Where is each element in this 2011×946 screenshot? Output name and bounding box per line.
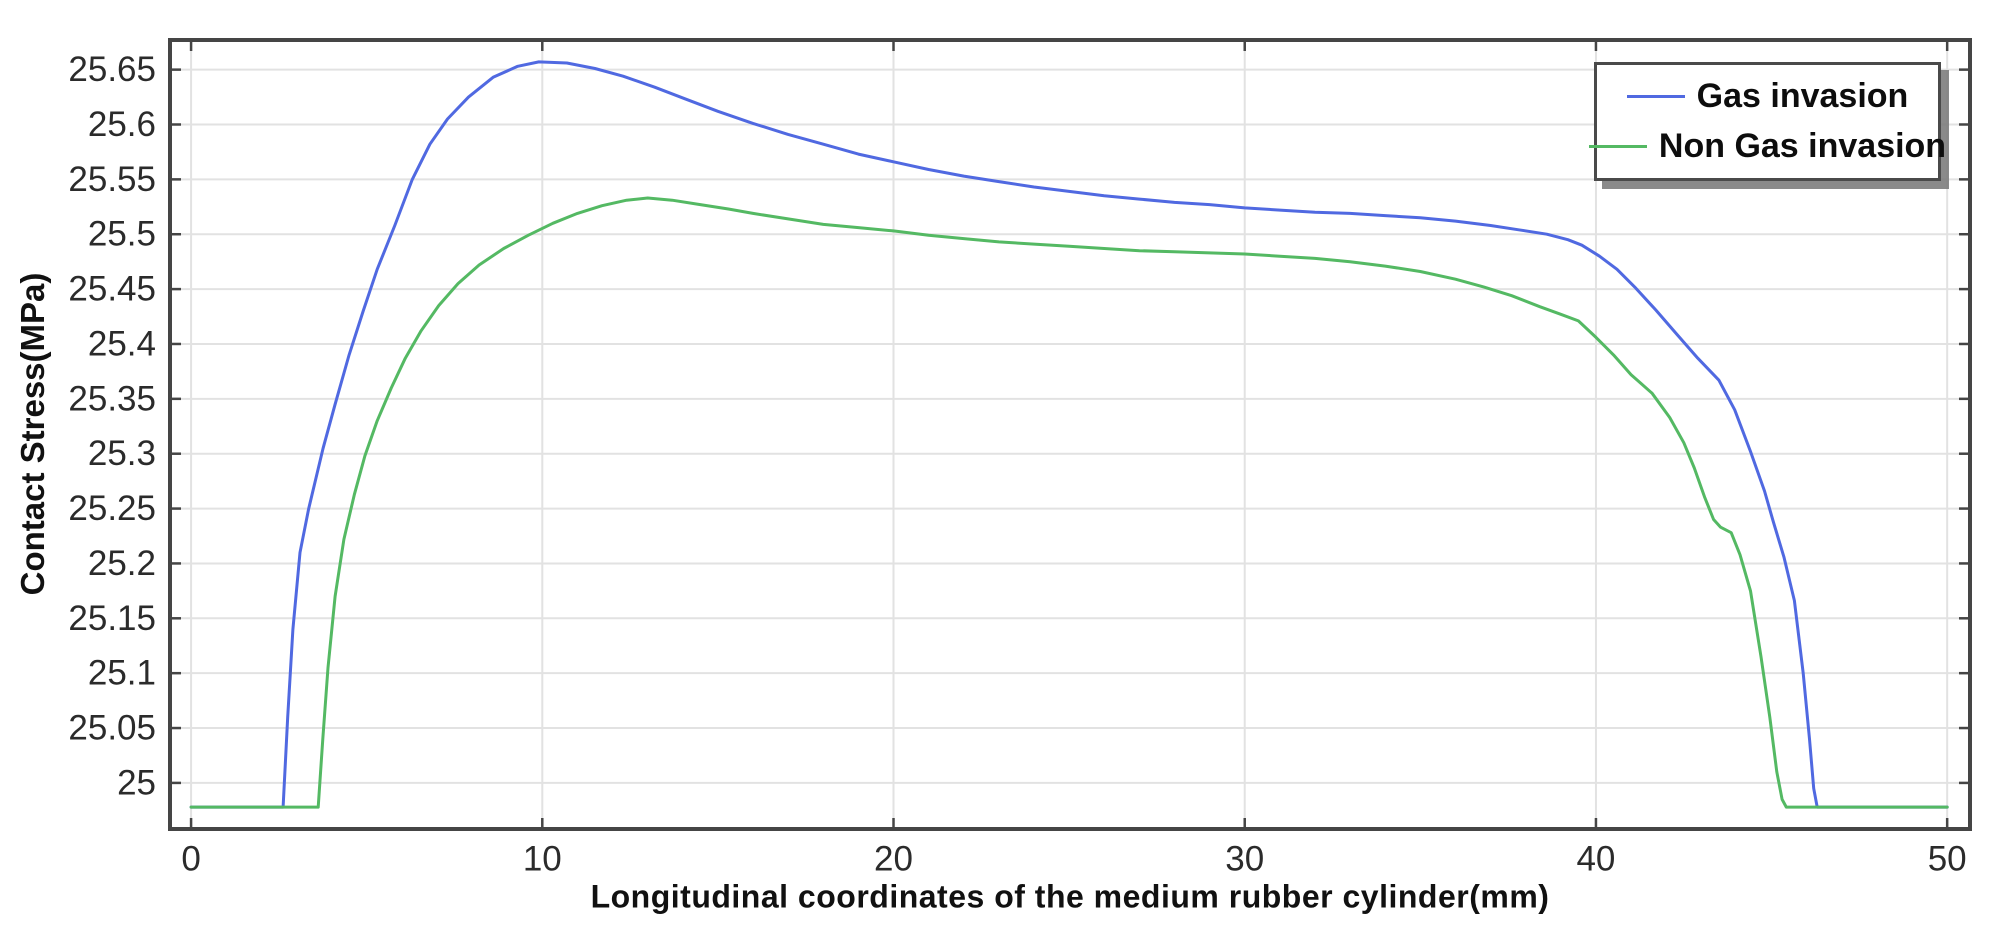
x-tick-label: 20 (874, 840, 913, 879)
x-tick-label: 40 (1576, 840, 1615, 879)
y-tick-label: 25.5 (88, 215, 156, 254)
y-tick-label: 25.1 (88, 654, 156, 693)
legend-label-gas-invasion: Gas invasion (1696, 76, 1909, 115)
series-line-gas-invasion (189, 60, 1949, 809)
x-axis-title: Longitudinal coordinates of the medium r… (590, 878, 1550, 915)
x-tick-label: 50 (1928, 840, 1967, 879)
series-line-non-gas-invasion (189, 196, 1949, 809)
y-tick-label: 25.35 (68, 379, 156, 418)
y-tick-label: 25 (117, 763, 156, 802)
x-tick-label: 30 (1225, 840, 1264, 879)
tick-labels-group: 0 10 20 30 40 50 25 25.05 25.1 25.15 25.2 25.25 25.3… (68, 50, 1966, 878)
y-tick-label: 25.05 (68, 709, 156, 748)
y-tick-label: 25.55 (68, 160, 156, 199)
y-tick-label: 25.15 (68, 599, 156, 638)
y-tick-label: 25.3 (88, 434, 156, 473)
gridlines-group (170, 40, 1970, 829)
legend-item-gas-invasion: Gas invasion (1597, 77, 1938, 116)
y-tick-label: 25.45 (68, 270, 156, 309)
y-tick-label: 25.4 (88, 324, 156, 363)
plot-border (168, 38, 1972, 831)
legend-label-non-gas-invasion: Non Gas invasion (1658, 127, 1947, 166)
non-gas-invasion-line-sample-icon (1588, 145, 1647, 149)
y-tick-label: 25.25 (68, 489, 156, 528)
series-group (189, 60, 1949, 809)
y-tick-label: 25.65 (68, 50, 156, 89)
y-tick-label: 25.2 (88, 544, 156, 583)
legend-item-non-gas-invasion: Non Gas invasion (1588, 127, 1946, 166)
gas-invasion-line-sample-icon (1626, 94, 1685, 98)
plot-border-and-ticks-group (168, 38, 1972, 831)
y-axis-title: Contact Stress(MPa) (14, 272, 51, 596)
legend: Gas invasion Non Gas invasion (1588, 62, 1946, 181)
y-tick-label: 25.6 (88, 105, 156, 144)
x-tick-label: 10 (523, 840, 562, 879)
x-tick-label: 0 (181, 840, 200, 879)
